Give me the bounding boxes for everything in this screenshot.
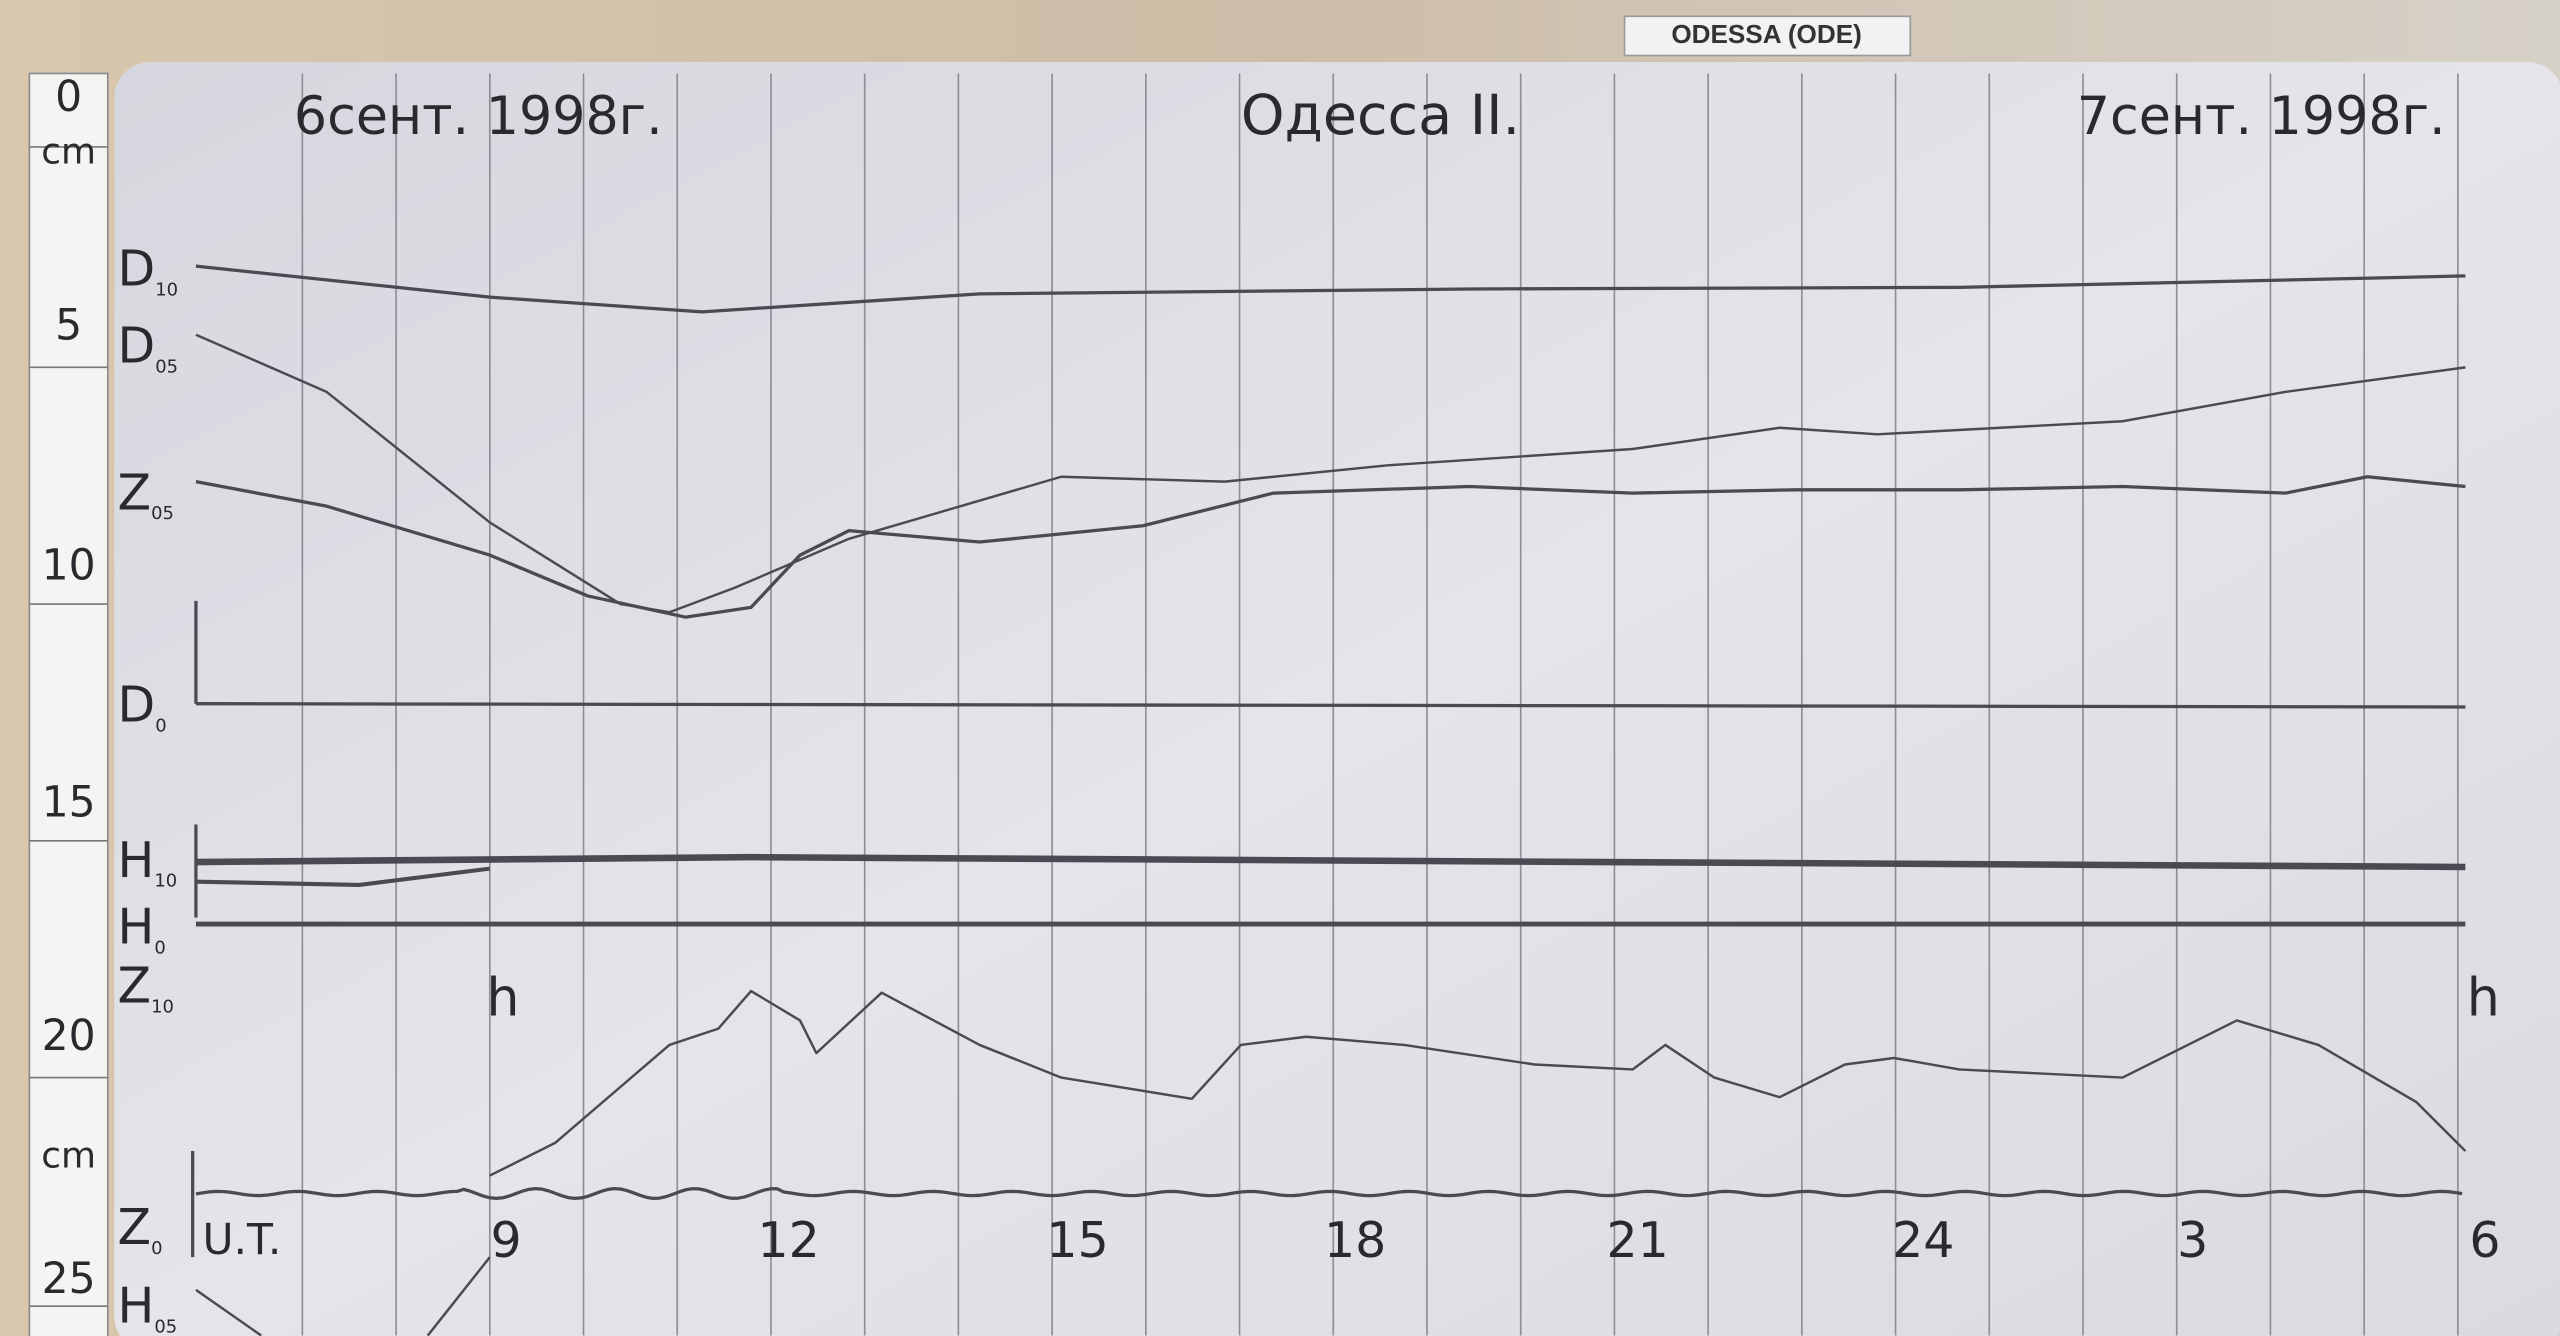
paper (114, 62, 2560, 1336)
hour-label: 12 (757, 1212, 819, 1269)
trace-label: Z10 (118, 957, 174, 1017)
trace-letter: D (118, 317, 156, 374)
hour-label: 18 (1324, 1212, 1386, 1269)
hour-mark: h (2467, 969, 2500, 1029)
trace-label: H05 (118, 1277, 178, 1336)
trace-label: Z0 (118, 1199, 163, 1259)
date-right: 7сент. 1998г. (2077, 87, 2446, 147)
trace-letter: H (118, 1277, 155, 1334)
trace-letter: D (118, 241, 156, 298)
trace-h10 (195, 853, 2466, 871)
station-tag-box (1623, 15, 1912, 57)
time-label: U.T. (202, 1216, 281, 1265)
trace-z0 (195, 1186, 2463, 1201)
trace-letter: Z (118, 957, 152, 1014)
trace-subscript: 0 (151, 1238, 162, 1259)
ruler-label: 5 (55, 302, 82, 351)
hour-label: 3 (2177, 1212, 2208, 1269)
trace-h05 (426, 1256, 491, 1336)
ruler-label: 20 (42, 1012, 96, 1061)
trace-letter: H (118, 832, 155, 889)
hour-mark: h (486, 969, 519, 1029)
trace-subscript: 05 (154, 1316, 177, 1336)
hour-label: 6 (2469, 1212, 2500, 1269)
trace-subscript: 0 (155, 715, 166, 736)
trace-subscript: 05 (155, 356, 178, 377)
trace-h05 (195, 1288, 262, 1336)
trace-z10 (489, 989, 2467, 1177)
trace-letter: Z (118, 1199, 152, 1256)
hour-label: 21 (1606, 1212, 1668, 1269)
trace-letter: H (118, 899, 155, 956)
sheet-title: Одесса II. (1241, 83, 1520, 148)
trace-subscript: 0 (154, 937, 165, 958)
trace-subscript: 10 (155, 280, 178, 301)
hour-label: 9 (491, 1212, 522, 1269)
ruler (28, 72, 109, 1336)
trace-h10-branch (195, 866, 491, 887)
trace-subscript: 10 (154, 871, 177, 892)
ruler-label: 25 (42, 1255, 96, 1304)
trace-subscript: 10 (151, 996, 174, 1017)
ruler-label: 15 (42, 778, 96, 827)
trace-label: D10 (118, 241, 179, 301)
trace-label: D0 (118, 677, 167, 737)
trace-d10 (195, 264, 2466, 314)
magnetogram-sheet: ODESSA (ODE) 6сент. 1998г. Одесса II. 7с… (28, 15, 2560, 1336)
trace-d0 (195, 702, 2466, 709)
station-tag: ODESSA (ODE) (1671, 19, 1862, 49)
hour-label: 15 (1046, 1212, 1108, 1269)
trace-label: H0 (118, 899, 166, 959)
trace-d05 (195, 333, 2466, 614)
trace-subscript: 05 (151, 503, 174, 524)
date-left: 6сент. 1998г. (294, 87, 663, 147)
ruler-label: cm (41, 131, 96, 172)
trace-z05 (195, 475, 2466, 619)
hour-label: 24 (1892, 1212, 1954, 1269)
trace-letter: Z (118, 464, 152, 521)
ruler-label: 10 (42, 542, 96, 591)
ruler-label: 0 (55, 73, 82, 122)
trace-label: D05 (118, 317, 179, 377)
trace-letter: D (118, 677, 156, 734)
trace-label: Z05 (118, 464, 174, 524)
traces (191, 264, 2467, 1336)
ruler-label: cm (41, 1135, 96, 1176)
trace-label: H10 (118, 832, 178, 892)
